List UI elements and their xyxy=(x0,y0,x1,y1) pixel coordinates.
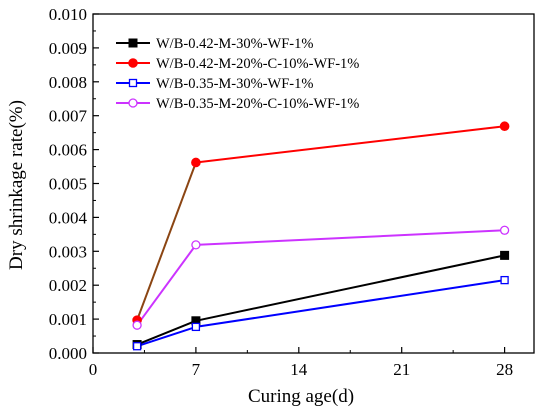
series-1-line-segment xyxy=(136,319,197,346)
series-2-line-segment xyxy=(195,125,505,164)
x-tick-label: 7 xyxy=(192,360,201,379)
y-tick-label: 0.004 xyxy=(49,208,88,227)
series-1-point xyxy=(500,250,510,260)
series-1-line-segment xyxy=(195,254,505,322)
series-4-point xyxy=(132,320,142,330)
y-tick-label: 0.001 xyxy=(49,310,87,329)
y-axis-label: Dry shrinkage rate(%) xyxy=(6,100,27,270)
x-tick-label: 14 xyxy=(290,360,308,379)
axis-layer: 0 7 14 21 28 0.000 0.001 0.002 0.003 0.004 0.005 0.… xyxy=(49,5,513,379)
y-tick-label: 0.007 xyxy=(49,107,88,126)
series-2-line-segment xyxy=(136,162,197,321)
series-4-point xyxy=(191,240,201,250)
y-tick-label: 0.000 xyxy=(49,344,87,363)
series-layer xyxy=(132,121,510,351)
series-4-point xyxy=(499,225,510,235)
legend-marker xyxy=(128,78,138,88)
legend-label: W/B-0.35-M-20%-C-10%-WF-1% xyxy=(156,96,359,112)
series-3-point xyxy=(132,342,142,351)
legend-label: W/B-0.42-M-20%-C-10%-WF-1% xyxy=(156,56,359,72)
series-2-point xyxy=(191,157,201,168)
y-tick-label: 0.009 xyxy=(49,39,87,58)
y-tick-label: 0.010 xyxy=(49,5,87,24)
legend-marker xyxy=(128,58,138,68)
y-tick-label: 0.008 xyxy=(49,73,87,92)
y-tick-label: 0.002 xyxy=(49,276,87,295)
legend-label: W/B-0.42-M-30%-WF-1% xyxy=(156,36,313,52)
series-3-line-segment xyxy=(136,325,197,348)
legend-label: W/B-0.35-M-30%-WF-1% xyxy=(156,76,313,92)
series-3-point xyxy=(191,322,201,332)
series-2-point xyxy=(499,121,510,132)
x-tick-label: 28 xyxy=(496,360,513,379)
series-3-point xyxy=(500,275,509,285)
x-axis-label: Curing age(d) xyxy=(248,386,354,407)
series-4-line-segment xyxy=(136,244,197,326)
x-tick-label: 21 xyxy=(393,360,410,379)
legend-marker xyxy=(128,38,138,48)
series-4-line-segment xyxy=(195,229,505,246)
y-tick-label: 0.005 xyxy=(49,175,87,194)
legend-marker xyxy=(128,98,138,108)
x-tick-label: 0 xyxy=(89,360,98,379)
series-3-line-segment xyxy=(195,279,505,328)
legend: W/B-0.42-M-30%-WF-1% W/B-0.42-M-20%-C-10%… xyxy=(116,36,359,112)
y-tick-label: 0.006 xyxy=(49,141,87,160)
y-tick-label: 0.003 xyxy=(49,242,87,261)
